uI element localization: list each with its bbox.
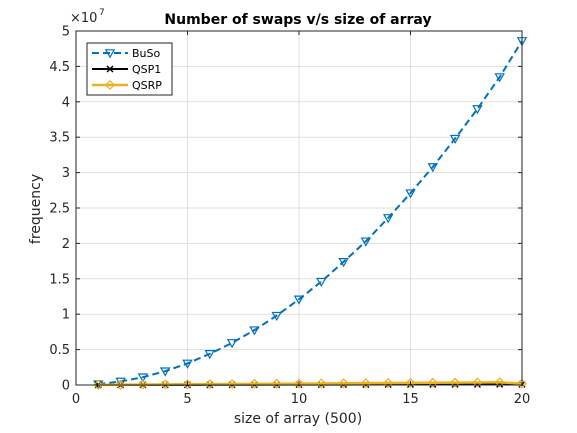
data-point-qsrp-20 <box>516 378 528 389</box>
data-point-buso-4 <box>159 367 171 377</box>
x-axis-label: size of array (500) <box>234 411 362 427</box>
data-point-buso-18 <box>472 105 483 115</box>
y-tick-label-10: 5 <box>62 25 70 40</box>
y-tick-label-4: 2 <box>62 237 70 252</box>
data-point-qsrp-19 <box>494 377 505 388</box>
y-exponent-label: ×10 7 <box>70 8 105 26</box>
chart-title: Number of swaps v/s size of array <box>164 12 431 28</box>
y-tick-label-9: 4.5 <box>49 60 70 75</box>
data-point-buso-15 <box>405 189 416 199</box>
legend-marker-shape-buso <box>104 49 116 59</box>
data-point-buso-8 <box>249 326 260 336</box>
data-point-qsrp-8 <box>249 378 260 389</box>
data-point-qsrp-16 <box>427 377 438 388</box>
y-axis-label: frequency <box>28 174 44 244</box>
data-point-buso-10 <box>293 295 305 305</box>
x-tick-label-0: 0 <box>72 392 80 407</box>
legend-marker-shape-qsrp <box>104 79 116 91</box>
data-point-qsrp-10 <box>293 378 305 389</box>
x-tick-label-1: 5 <box>183 392 191 407</box>
data-point-buso-12 <box>338 258 349 268</box>
legend-label-buso: BuSo <box>132 47 161 60</box>
legend-marker-stroke-b-qsp1 <box>106 65 114 73</box>
data-point-qsrp-14 <box>383 377 394 389</box>
data-point-buso-3 <box>137 373 149 383</box>
data-point-buso-5 <box>182 359 193 369</box>
data-point-qsrp-7 <box>227 378 238 390</box>
y-tick-label-6: 3 <box>62 166 70 181</box>
x-tick-label-3: 15 <box>402 392 419 407</box>
data-point-buso-19 <box>494 73 505 83</box>
y-tick-label-7: 3.5 <box>49 131 70 146</box>
y-tick-label-3: 1.5 <box>49 272 70 287</box>
y-tick-label-8: 4 <box>62 95 70 110</box>
data-point-qsrp-5 <box>182 379 193 390</box>
y-tick-label-5: 2.5 <box>49 202 70 217</box>
data-point-buso-17 <box>449 134 461 145</box>
data-point-qsrp-2 <box>115 379 126 390</box>
data-point-qsrp-15 <box>405 377 416 388</box>
legend-marker-buso <box>104 49 116 59</box>
data-point-buso-7 <box>226 339 238 349</box>
data-point-qsrp-9 <box>271 378 282 389</box>
legend-label-qsp1: QSP1 <box>132 63 161 76</box>
y-tick-label-0: 0 <box>62 379 70 394</box>
data-point-buso-6 <box>204 350 216 360</box>
y-tick-label-2: 1 <box>62 308 70 323</box>
legend-marker-qsp1 <box>106 65 114 73</box>
data-point-qsrp-1 <box>93 379 104 390</box>
data-point-buso-14 <box>382 214 394 224</box>
data-point-buso-11 <box>316 277 327 288</box>
data-point-qsrp-4 <box>160 379 171 390</box>
legend: BuSo QSP1 QSRP <box>86 42 173 96</box>
data-point-buso-13 <box>360 237 372 247</box>
data-point-qsrp-13 <box>360 378 371 389</box>
data-point-qsrp-6 <box>204 379 215 390</box>
x-tick-label-4: 20 <box>514 392 531 407</box>
legend-marker-qsrp <box>104 79 116 91</box>
data-point-buso-9 <box>271 311 282 322</box>
data-point-qsrp-3 <box>137 379 148 390</box>
y-tick-label-1: 0.5 <box>49 343 70 358</box>
data-point-buso-16 <box>427 163 439 173</box>
data-point-qsrp-18 <box>472 377 483 388</box>
x-tick-label-2: 10 <box>291 392 308 407</box>
y-exponent-text: 7 <box>99 8 105 18</box>
data-point-qsrp-12 <box>338 378 349 389</box>
legend-label-qsrp: QSRP <box>132 79 162 92</box>
y-multiplier-text: ×10 <box>70 11 97 26</box>
data-point-qsrp-17 <box>450 377 461 388</box>
data-point-qsrp-11 <box>316 378 327 389</box>
